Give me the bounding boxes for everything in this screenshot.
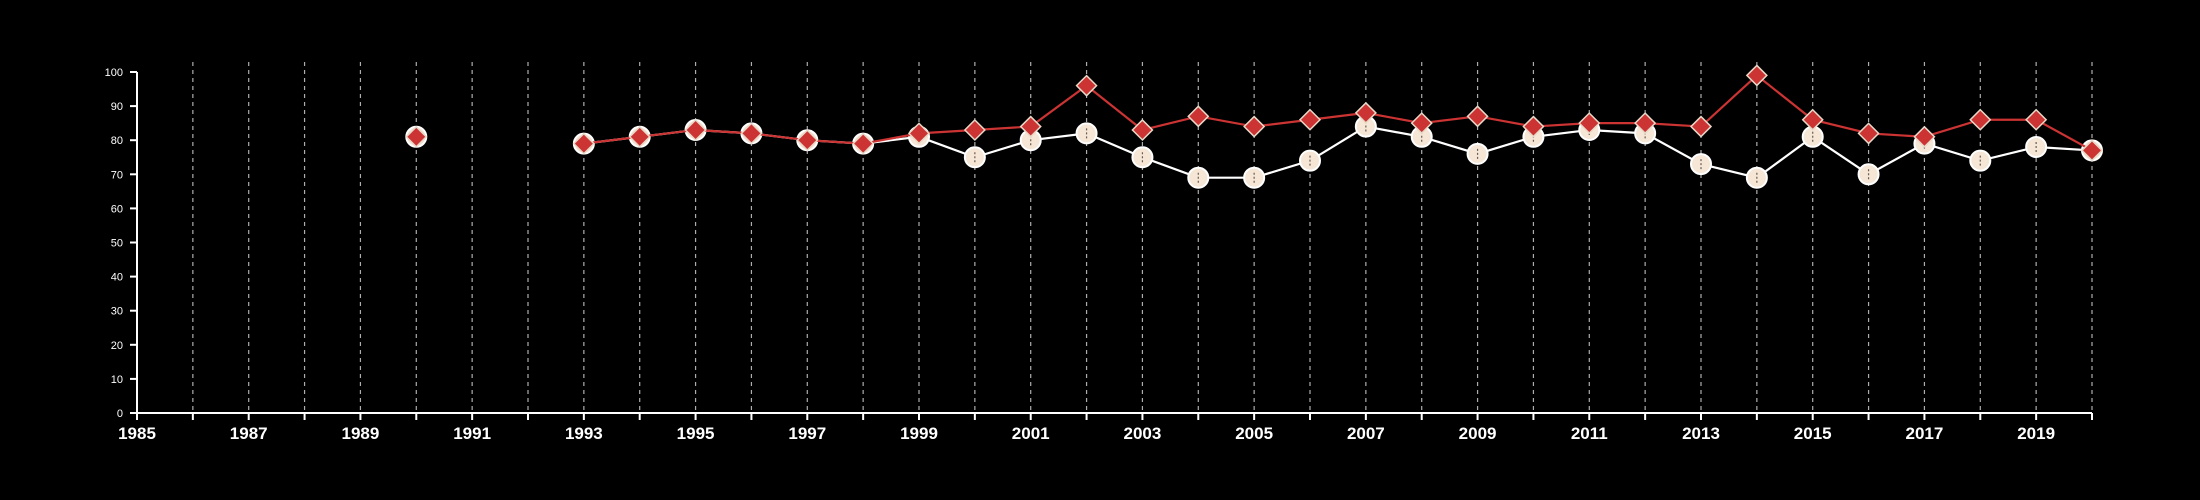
data-point: [1075, 74, 1098, 97]
data-point: [1857, 122, 1880, 145]
x-tick-label: 1985: [118, 424, 156, 443]
data-point: [1131, 118, 1154, 142]
y-tick-label: 90: [111, 101, 123, 113]
data-point: [796, 129, 819, 152]
data-point: [963, 118, 986, 142]
x-tick-label: 2009: [1459, 424, 1497, 443]
data-point: [684, 118, 707, 142]
y-tick-label: 60: [111, 203, 123, 215]
y-tick-label: 100: [105, 67, 123, 79]
x-tick-label: 1987: [230, 424, 268, 443]
series-diamond: [405, 64, 2104, 162]
x-tick-label: 1993: [565, 424, 603, 443]
x-tick-label: 2015: [1794, 424, 1832, 443]
y-tick-label: 70: [111, 169, 123, 181]
x-tick-label: 2011: [1571, 424, 1608, 443]
y-tick-label: 40: [111, 272, 123, 284]
x-tick-label: 2007: [1347, 424, 1385, 443]
y-tick-label: 10: [111, 374, 123, 386]
data-point: [907, 122, 931, 145]
data-point: [1801, 108, 1824, 131]
axes: 1985 1987 1989 1991 1993 1995 1997 1999 2001 2003…: [105, 67, 2093, 443]
data-point: [1913, 125, 1936, 148]
data-point: [1298, 108, 1322, 131]
x-tick-label: 2001: [1012, 424, 1050, 443]
y-tick-label: 0: [117, 408, 123, 420]
series-line: [583, 73, 2093, 152]
x-tick-label: 2005: [1235, 424, 1273, 443]
data-point: [1578, 112, 1601, 135]
y-tick-label: 30: [111, 306, 123, 318]
data-point: [1187, 105, 1210, 128]
data-point: [1243, 115, 1266, 138]
data-series: [405, 64, 2104, 189]
data-point: [2080, 139, 2104, 162]
x-tick-label: 2019: [2017, 424, 2055, 443]
x-tick-label: 1995: [677, 424, 715, 443]
x-tick-label: 2017: [1906, 424, 1944, 443]
y-tick-label: 20: [111, 340, 123, 352]
data-point: [1019, 115, 1042, 138]
data-point: [1410, 112, 1433, 135]
data-point: [1354, 101, 1377, 124]
data-point: [572, 132, 595, 155]
data-point: [2025, 108, 2048, 131]
data-point: [1466, 105, 1489, 128]
x-tick-label: 1991: [453, 424, 491, 443]
data-point: [852, 132, 875, 155]
data-point: [1745, 64, 1768, 87]
data-point: [740, 122, 763, 145]
data-point: [1689, 115, 1713, 138]
x-tick-label: 1997: [788, 424, 826, 443]
y-tick-label: 80: [111, 135, 123, 147]
x-tick-label: 2013: [1682, 424, 1720, 443]
x-tick-label: 1999: [900, 424, 938, 443]
y-tick-label: 50: [111, 238, 123, 250]
data-point: [1522, 115, 1545, 138]
x-tick-label: 2003: [1124, 424, 1162, 443]
data-point: [1634, 112, 1657, 135]
data-point: [628, 125, 651, 148]
x-tick-label: 1989: [342, 424, 380, 443]
data-point: [405, 125, 428, 148]
data-point: [1969, 108, 1992, 131]
